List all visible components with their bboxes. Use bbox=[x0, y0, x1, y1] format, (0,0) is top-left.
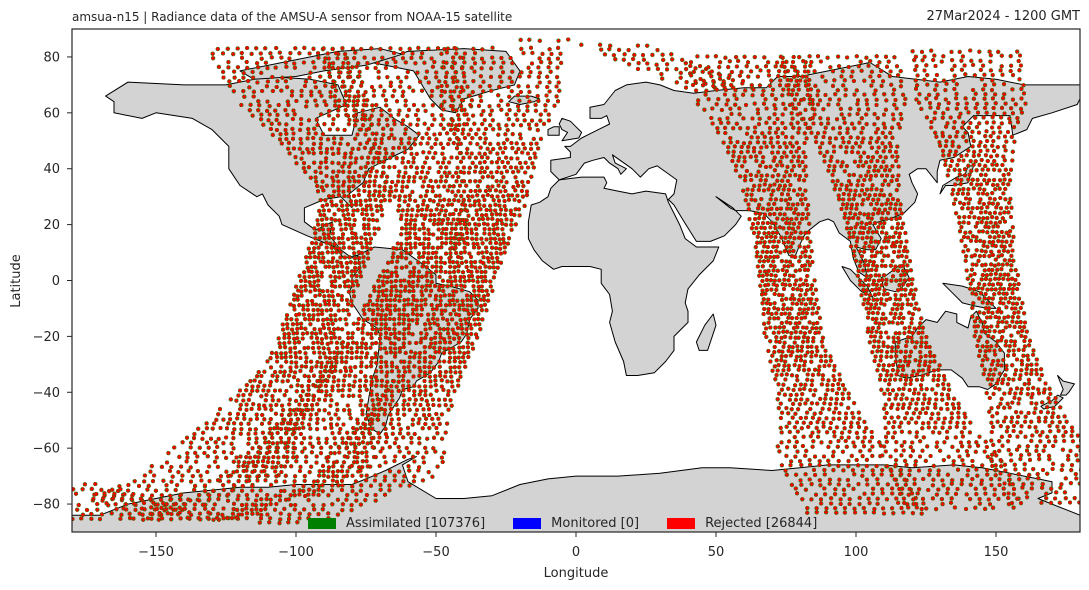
y-tick-label: −80 bbox=[33, 498, 60, 513]
legend-rejected: Rejected [26844] bbox=[667, 516, 817, 531]
observation-swath-8 bbox=[72, 482, 300, 526]
x-tick-label: 50 bbox=[708, 545, 725, 560]
legend-monitored: Monitored [0] bbox=[513, 516, 639, 531]
x-tick-label: 100 bbox=[844, 545, 869, 560]
y-tick-label: 80 bbox=[43, 50, 60, 65]
observation-swath-5 bbox=[688, 54, 924, 516]
observation-layer bbox=[72, 37, 1080, 526]
legend-swatch-monitored bbox=[513, 517, 542, 529]
observation-swath-2 bbox=[131, 45, 474, 522]
y-tick-label: 40 bbox=[43, 162, 60, 177]
y-tick-label: 60 bbox=[43, 106, 60, 121]
observation-swath-3 bbox=[211, 45, 564, 522]
landmass-eurasia bbox=[550, 62, 1080, 279]
y-tick-label: −40 bbox=[33, 386, 60, 401]
y-axis-ticks: −80 −60 −40 −20 0 20 40 60 80 bbox=[33, 50, 72, 513]
x-tick-label: 0 bbox=[572, 545, 580, 560]
chart-datetime: 27Mar2024 - 1200 GMT bbox=[926, 9, 1080, 24]
legend-swatch-rejected bbox=[667, 517, 696, 529]
observation-swath-7 bbox=[910, 48, 1080, 506]
legend-label-monitored: Monitored [0] bbox=[551, 515, 640, 531]
landmass-madagascar bbox=[695, 313, 717, 351]
x-axis-label: Longitude bbox=[544, 566, 609, 581]
y-tick-label: 20 bbox=[43, 218, 60, 233]
x-tick-label: −150 bbox=[138, 545, 174, 560]
x-axis-ticks: −150 −100 −50 0 50 100 150 bbox=[138, 532, 1008, 560]
legend-assimilated: Assimilated [107376] bbox=[308, 516, 485, 531]
landmass-africa bbox=[527, 176, 720, 376]
chart-title: amsua-n15 | Radiance data of the AMSU-A … bbox=[72, 10, 513, 24]
observation-swath-1 bbox=[72, 45, 392, 522]
y-tick-label: −60 bbox=[33, 442, 60, 457]
landmass-arctic-islands bbox=[239, 48, 403, 80]
y-axis-label: Latitude bbox=[9, 254, 24, 308]
x-tick-label: 150 bbox=[984, 545, 1009, 560]
x-tick-label: −100 bbox=[278, 545, 314, 560]
observation-marker-fill bbox=[778, 54, 1021, 512]
observation-marker-fill bbox=[72, 482, 300, 526]
legend: Assimilated [107376] Monitored [0] Rejec… bbox=[308, 514, 845, 532]
legend-label-assimilated: Assimilated [107376] bbox=[346, 515, 486, 531]
observation-swath-6 bbox=[778, 54, 1021, 512]
y-tick-label: −20 bbox=[33, 330, 60, 345]
observation-marker-fill bbox=[211, 45, 564, 522]
observation-marker-fill bbox=[910, 48, 1080, 506]
y-tick-label: 0 bbox=[52, 274, 60, 289]
landmass-ireland bbox=[547, 126, 560, 136]
landmass-new-zealand bbox=[1057, 375, 1075, 396]
legend-label-rejected: Rejected [26844] bbox=[705, 515, 818, 531]
observation-marker-fill bbox=[688, 54, 924, 516]
observation-marker-fill bbox=[72, 45, 392, 522]
x-tick-label: −50 bbox=[422, 545, 449, 560]
legend-swatch-assimilated bbox=[308, 517, 336, 529]
landmass-britain bbox=[558, 117, 583, 142]
